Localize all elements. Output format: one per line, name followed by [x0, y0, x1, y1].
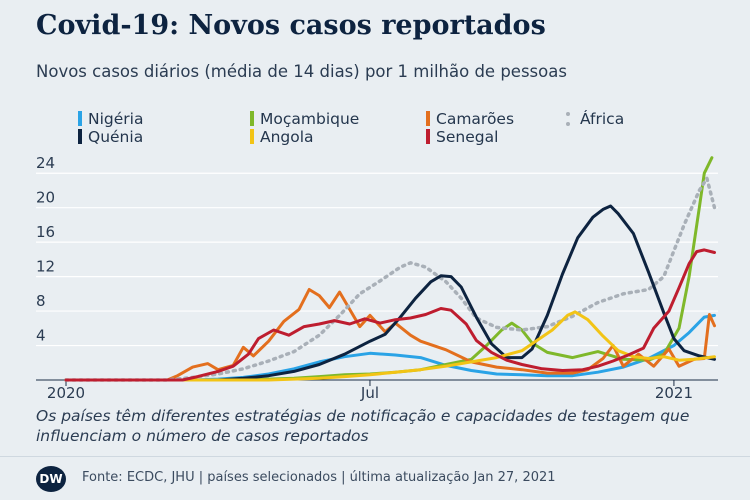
legend-item: Quénia [78, 128, 143, 146]
legend-swatch [250, 111, 254, 126]
dw-logo: DW [36, 466, 66, 492]
y-tick-label: 16 [36, 223, 55, 241]
legend-label: África [580, 110, 625, 128]
series-line [64, 310, 716, 382]
y-tick-label: 20 [36, 189, 55, 207]
y-tick-label: 8 [36, 292, 46, 310]
legend-label: Senegal [436, 128, 499, 146]
legend-item: Moçambique [250, 110, 359, 128]
series-line [64, 313, 716, 382]
y-tick-label: 12 [36, 258, 55, 276]
legend-label: Camarões [436, 110, 515, 128]
source-text: Fonte: ECDC, JHU | países selecionados |… [82, 470, 556, 485]
legend-label: Angola [260, 128, 314, 146]
legend-item: África [566, 110, 624, 128]
chart-title: Covid-19: Novos casos reportados [36, 10, 546, 41]
series-line [64, 176, 717, 382]
legend-swatch [78, 129, 82, 144]
series-line [64, 248, 716, 382]
legend-label: Nigéria [88, 110, 144, 128]
chart-subtitle: Novos casos diários (média de 14 dias) p… [36, 62, 567, 81]
legend-label: Moçambique [260, 110, 360, 128]
footer-divider [0, 456, 750, 457]
x-tick-label: 2020 [47, 384, 85, 402]
legend-swatch [426, 129, 430, 144]
x-tick-label: 2021 [655, 384, 693, 402]
footnote: Os países têm diferentes estratégias de … [36, 407, 690, 445]
legend-label: Quénia [88, 128, 144, 146]
line-chart: 4 8 12 16 20 24 2020 Jul 2021 [36, 154, 718, 402]
legend-swatch [78, 111, 82, 126]
y-tick-label: 4 [36, 327, 46, 345]
x-tick-label: Jul [360, 384, 379, 402]
series-line [64, 288, 716, 382]
legend-swatch [250, 129, 254, 144]
legend-swatch [426, 111, 430, 126]
legend-item: Senegal [426, 128, 498, 146]
legend-item: Camarões [426, 110, 514, 128]
legend-swatch [566, 112, 574, 126]
series-line [64, 204, 716, 382]
y-tick-label: 24 [36, 154, 55, 172]
legend-item: Nigéria [78, 110, 143, 128]
legend-item: Angola [250, 128, 314, 146]
